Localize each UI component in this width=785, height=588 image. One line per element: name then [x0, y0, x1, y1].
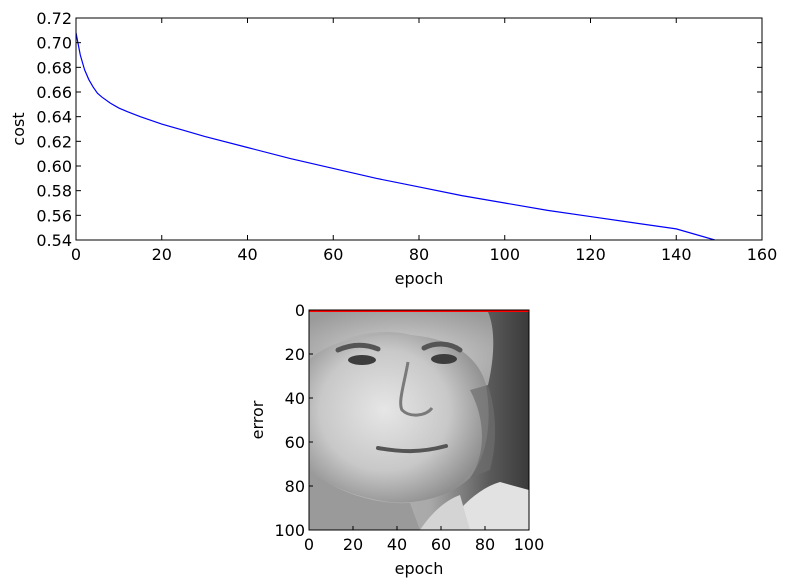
- top-y-tick-label: 0.70: [36, 34, 72, 53]
- cost-series-line: [76, 32, 716, 240]
- top-ylabel: cost: [9, 112, 28, 145]
- top-plot-area: [76, 18, 762, 240]
- cheek-shadow: [470, 385, 496, 478]
- right-eyebrow: [421, 341, 463, 353]
- top-y-tick-label: 0.66: [36, 83, 72, 102]
- top-series-group: [76, 32, 716, 240]
- right-eye: [431, 354, 457, 364]
- top-x-tick-label: 100: [489, 245, 520, 264]
- top-x-tick-label: 0: [71, 245, 81, 264]
- bottom-x-tick-label: 20: [343, 535, 363, 554]
- bottom-y-tick-label: 100: [274, 521, 305, 540]
- top-x-tick-label: 60: [323, 245, 343, 264]
- bottom-x-tick-label: 80: [475, 535, 495, 554]
- bottom-y-tick-label: 80: [285, 477, 305, 496]
- bottom-y-tick-label: 60: [285, 433, 305, 452]
- top-y-tick-label: 0.56: [36, 206, 72, 225]
- bottom-x-tick-label: 60: [431, 535, 451, 554]
- bottom-x-tick-label: 100: [514, 535, 545, 554]
- top-y-tick-label: 0.62: [36, 132, 72, 151]
- top-y-tick-label: 0.68: [36, 58, 72, 77]
- neck-region: [309, 470, 420, 530]
- collar-left: [420, 495, 470, 530]
- top-y-tick-label: 0.58: [36, 182, 72, 201]
- face-region: [309, 334, 489, 503]
- bottom-y-tick-label: 20: [285, 345, 305, 364]
- nose: [399, 361, 434, 417]
- top-ticks: 0 20 40 60 80 100 120 140 160 0.54 0.56 0.58 0.60 0.6…: [36, 9, 777, 264]
- top-x-tick-label: 140: [661, 245, 692, 264]
- mouth: [376, 444, 448, 454]
- top-y-tick-label: 0.64: [36, 108, 72, 127]
- bottom-y-tick-label: 0: [295, 301, 305, 320]
- left-eyebrow: [335, 342, 381, 353]
- top-y-tick-label: 0.72: [36, 9, 72, 28]
- bottom-x-tick-label: 0: [304, 535, 314, 554]
- top-y-tick-label: 0.60: [36, 157, 72, 176]
- top-x-tick-label: 40: [237, 245, 257, 264]
- top-y-tick-label: 0.54: [36, 231, 72, 250]
- bottom-xlabel: epoch: [395, 559, 444, 578]
- top-plot-frame: [75, 17, 763, 241]
- top-xlabel: epoch: [395, 269, 444, 288]
- bottom-plot-frame: [308, 309, 530, 531]
- bottom-ylabel: error: [248, 400, 267, 439]
- hair-region: [309, 312, 494, 390]
- top-x-tick-label: 120: [575, 245, 606, 264]
- bottom-y-tick-label: 40: [285, 389, 305, 408]
- top-x-tick-label: 80: [409, 245, 429, 264]
- top-x-tick-label: 160: [747, 245, 778, 264]
- bottom-x-tick-label: 40: [387, 535, 407, 554]
- left-eye: [348, 355, 376, 365]
- cost-line-chart: 0 20 40 60 80 100 120 140 160 0.54 0.56 0.58 0.60 0.6…: [9, 9, 777, 288]
- top-x-tick-label: 20: [152, 245, 172, 264]
- face-image: [309, 310, 529, 530]
